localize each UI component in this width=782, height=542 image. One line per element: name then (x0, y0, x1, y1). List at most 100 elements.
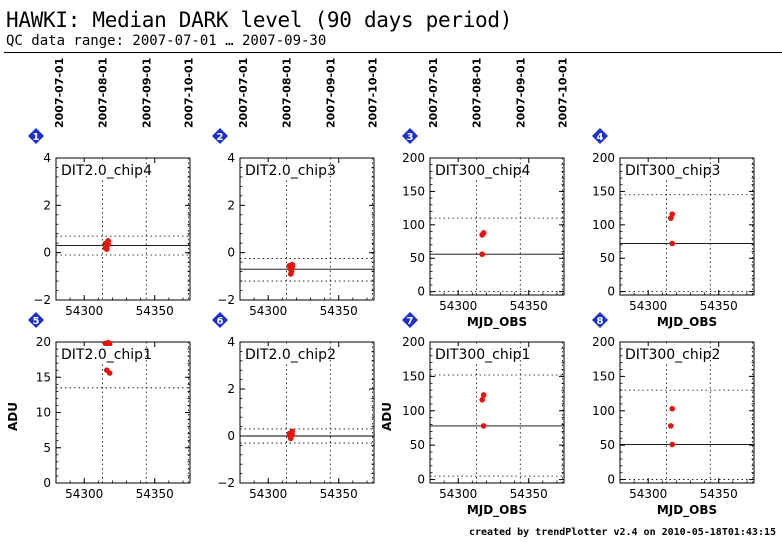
panel-6-label: DIT2.0_chip2 (245, 347, 336, 363)
panel-8-data-point (667, 423, 674, 429)
panel-3-ytick-label: 0 (417, 285, 425, 299)
panel-1-ytick-label: 0 (43, 246, 51, 260)
panel-1-date-label: 2007-10-01 (183, 58, 196, 128)
panel-5-index-marker (28, 312, 44, 328)
panel-6-xtick-label: 54300 (249, 487, 287, 501)
panel-4-ytick-label: 200 (592, 151, 615, 165)
panel-6-ytick-label: −2 (217, 476, 235, 490)
panel-3-xtick-label: 54350 (510, 299, 548, 313)
panel-8-label-bg (623, 346, 707, 362)
panel-5-xtick-label: 54300 (65, 487, 103, 501)
panel-1-ytick-label: 4 (43, 151, 51, 165)
panel-5-frame (55, 341, 191, 484)
panel-1-data-point (103, 246, 110, 252)
panel-4-xtick-label: 54300 (629, 299, 667, 313)
credit-line: created by trendPlotter v2.4 on 2010-05-… (468, 527, 776, 538)
panel-8-index-number: 8 (597, 316, 604, 327)
panel-8-ytick-label: 150 (592, 369, 615, 383)
panel-8-data-point (669, 441, 675, 448)
panel-3-index-marker (402, 128, 418, 144)
panel-7-frame (429, 341, 565, 484)
panel-8-index-marker (592, 312, 608, 328)
panel-1-label-bg (59, 162, 143, 178)
panel-8-ytick-label: 50 (600, 438, 615, 452)
panel-8-ytick-label: 100 (592, 404, 615, 418)
panel-7-xtick-label: 54350 (510, 487, 548, 501)
panel-2-data-point (289, 261, 295, 268)
panel-3-ytick-label: 50 (410, 251, 425, 265)
panel-2-xtick-label: 54350 (320, 304, 358, 318)
panel-7-xlabel: MJD_OBS (467, 503, 527, 518)
panel-2-index-number: 2 (217, 132, 224, 143)
panel-5-label-bg (59, 346, 143, 362)
panel-5-label: DIT2.0_chip1 (61, 347, 152, 363)
panel-5-ytick-label: 20 (36, 335, 51, 349)
panel-2-data-point (287, 271, 294, 277)
panel-7-data-point (479, 396, 485, 403)
panel-1-ytick-label: −2 (33, 293, 51, 307)
panel-6-label-bg (243, 346, 327, 362)
panel-8-ytick-label: 200 (592, 335, 615, 349)
panel-5-ytick-label: 15 (36, 370, 51, 384)
panel-3-date-label: 2007-07-01 (427, 58, 440, 128)
panel-6-data-point (287, 434, 294, 440)
panel-1-label: DIT2.0_chip4 (61, 163, 152, 179)
panel-2-date-label: 2007-07-01 (237, 58, 250, 128)
panel-8-ytick-label: 0 (607, 473, 615, 487)
panel-2-label-bg (243, 162, 327, 178)
panel-7-ytick-label: 150 (402, 369, 425, 383)
panel-5-ytick-label: 5 (43, 441, 51, 455)
panel-2-date-label: 2007-08-01 (281, 58, 294, 128)
panel-3-ytick-label: 100 (402, 218, 425, 232)
panel-7-ytick-label: 200 (402, 335, 425, 349)
page-title: HAWKI: Median DARK level (90 days period… (6, 8, 513, 32)
panel-5-data-point (106, 370, 113, 376)
panel-6-ytick-label: 2 (227, 382, 235, 396)
panel-3-ytick-label: 150 (402, 184, 425, 198)
panel-4-ytick-label: 150 (592, 184, 615, 198)
panel-3-ytick-label: 200 (402, 151, 425, 165)
page-subtitle: QC data range: 2007-07-01 … 2007-09-30 (6, 33, 327, 49)
panel-3-date-label: 2007-08-01 (471, 58, 484, 128)
panel-3-frame (429, 157, 565, 296)
panel-7-ytick-label: 50 (410, 438, 425, 452)
title-divider (4, 52, 782, 53)
panel-1-ytick-label: 2 (43, 198, 51, 212)
panel-3-data-point (480, 230, 487, 236)
panel-2-ytick-label: −2 (217, 293, 235, 307)
panel-7-data-point (480, 423, 487, 429)
panel-5-ytick-label: 10 (36, 406, 51, 420)
panel-5-ylabel: ADU (6, 402, 20, 431)
panel-7-index-marker (402, 312, 418, 328)
panel-2-ytick-label: 0 (227, 246, 235, 260)
panel-7-ytick-label: 0 (417, 473, 425, 487)
panel-4-xlabel: MJD_OBS (657, 315, 717, 330)
panel-8-frame (619, 341, 755, 484)
panel-3-date-label: 2007-09-01 (514, 58, 527, 128)
panel-5-ytick-label: 0 (43, 476, 51, 490)
panel-4-label: DIT300_chip3 (625, 163, 720, 179)
panel-6-frame (239, 341, 375, 484)
panel-4-ytick-label: 50 (600, 251, 615, 265)
panel-6-index-marker (212, 312, 228, 328)
panel-3-xtick-label: 54300 (439, 299, 477, 313)
panel-4-data-point (669, 211, 675, 217)
panel-7-ylabel: ADU (380, 402, 394, 431)
panel-1-index-number: 1 (33, 132, 40, 143)
panel-3-data-point (479, 251, 485, 258)
panel-2-date-label: 2007-09-01 (324, 58, 337, 128)
panel-2-ytick-label: 4 (227, 151, 235, 165)
panel-5-index-number: 5 (33, 316, 40, 327)
panel-7-index-number: 7 (407, 316, 414, 327)
panel-8-data-point (669, 405, 675, 412)
panel-4-xtick-label: 54350 (700, 299, 738, 313)
panel-7-xtick-label: 54300 (439, 487, 477, 501)
panel-3-label-bg (433, 162, 517, 178)
panel-7-label: DIT300_chip1 (435, 347, 530, 363)
panel-5-xtick-label: 54350 (136, 487, 174, 501)
panel-3-label: DIT300_chip4 (435, 163, 531, 179)
panel-6-ytick-label: 4 (227, 335, 235, 349)
panel-3-index-number: 3 (407, 132, 414, 143)
panel-4-label-bg (623, 162, 707, 178)
